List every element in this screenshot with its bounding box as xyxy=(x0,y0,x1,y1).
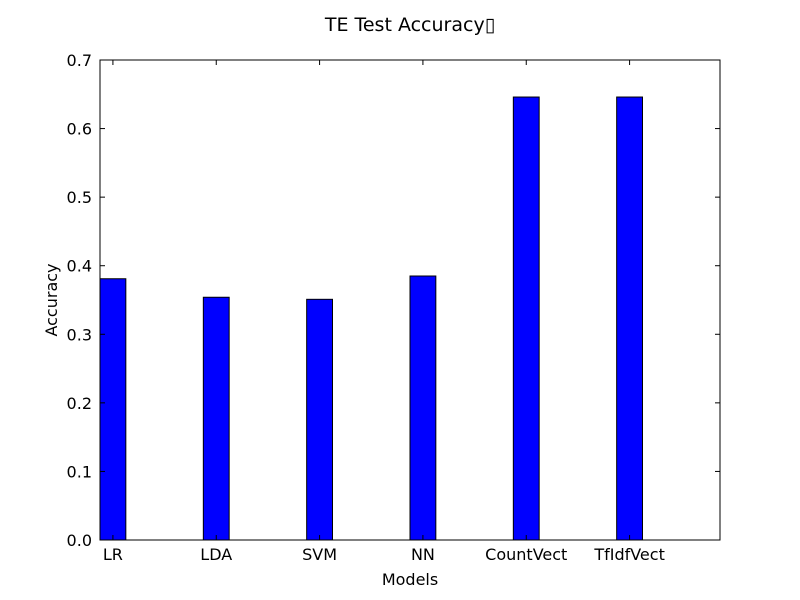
bar-lr xyxy=(99,278,127,541)
y-tick-label: 0.1 xyxy=(67,462,92,481)
y-tick-label: 0.0 xyxy=(67,531,92,550)
ticks-layer: LR LDA SVM NN CountVect TfIdfVect 0.0 0.1 0.2 0.3… xyxy=(67,51,720,564)
y-tick-label: 0.6 xyxy=(67,120,92,139)
x-tick-label: LR xyxy=(103,545,123,564)
x-tick-label: LDA xyxy=(200,545,232,564)
y-tick-label: 0.2 xyxy=(67,394,92,413)
x-tick-label: CountVect xyxy=(485,545,567,564)
bars-layer xyxy=(99,96,644,541)
y-tick-label: 0.4 xyxy=(67,257,92,276)
chart-title: TE Test Accuracy▯ xyxy=(324,14,495,36)
plot-frame xyxy=(99,59,721,541)
y-tick-label: 0.7 xyxy=(67,51,92,70)
bar-svm xyxy=(306,298,333,541)
bar-tfidfvect xyxy=(616,96,644,541)
x-tick-label: NN xyxy=(411,545,435,564)
bar-nn xyxy=(409,275,437,541)
x-tick-label: TfIdfVect xyxy=(593,545,665,564)
x-tick-label: SVM xyxy=(302,545,337,564)
y-tick-label: 0.3 xyxy=(67,325,92,344)
x-axis-label: Models xyxy=(382,570,438,589)
y-axis-label: Accuracy xyxy=(42,263,61,336)
bar-countvect xyxy=(512,96,540,541)
y-tick-label: 0.5 xyxy=(67,188,92,207)
bar-lda xyxy=(202,296,230,541)
